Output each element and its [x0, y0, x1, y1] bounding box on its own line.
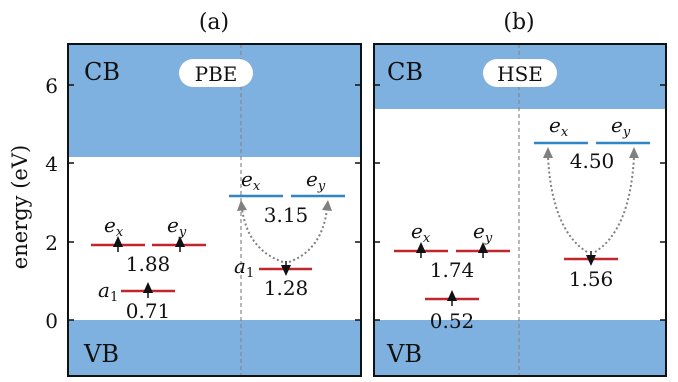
- panel-a-ex-up-orbital: e: [104, 213, 116, 237]
- panel-b-ey-down-orbital: e: [611, 113, 623, 137]
- panel-b-ey-up-label: ey: [473, 219, 493, 246]
- panel-a-cb-label: CB: [84, 58, 120, 86]
- y-axis-label: energy (eV): [8, 145, 32, 269]
- panel-b-ey-down-label: ey: [611, 113, 631, 140]
- panel-b-ex-up-orbital: e: [411, 219, 423, 243]
- panel-a-value-1.28: 1.28: [264, 276, 309, 300]
- panel-a-value-0.71: 0.71: [126, 299, 171, 323]
- panel-b-transition-to-ex: [547, 156, 588, 253]
- panel-b: CB VB HSE ex ey 1.74 0.52 ex ey 4.50: [373, 43, 667, 377]
- panel-a-electron-up-ey: [175, 236, 185, 252]
- panel-a-ey-down-sub: y: [317, 179, 326, 194]
- panel-b-ey-up-sub: y: [484, 231, 493, 246]
- panel-b-electron-up-ex: [416, 242, 426, 258]
- panel-a-a1-up-orbital: a: [98, 278, 110, 302]
- panel-a-ex-down-orbital: e: [241, 167, 253, 191]
- panel-a-ex-up-sub: x: [116, 225, 124, 240]
- panel-a-electron-up-ex: [113, 236, 123, 252]
- panel-a-ey-down-label: ey: [306, 167, 326, 194]
- panel-b-tag: (b): [503, 10, 534, 35]
- y-tick-label-2: 2: [45, 231, 58, 255]
- panel-b-electron-up-low: [447, 290, 457, 306]
- panel-b-ex-down-sub: x: [561, 125, 569, 140]
- panel-b-transition-head-ex: [543, 147, 553, 158]
- panel-a-transition-arrows: [241, 208, 328, 263]
- panel-a-vb-label: VB: [83, 340, 119, 368]
- panel-b-ey-up-orbital: e: [473, 219, 485, 243]
- panel-b-ex-up-label: ex: [411, 219, 431, 246]
- panel-a-ey-up-orbital: e: [167, 213, 179, 237]
- panel-b-electron-down-low: [586, 251, 596, 266]
- panel-b-value-1.56: 1.56: [569, 267, 614, 291]
- panel-b-electron-up-ey: [478, 242, 488, 258]
- panel-b-method-badge: [483, 59, 557, 87]
- panel-a-transition-head-ex: [237, 200, 247, 211]
- panel-a-ey-up-label: ey: [167, 213, 187, 240]
- panel-a-tag: (a): [199, 10, 229, 35]
- panel-a-ex-up-label: ex: [104, 213, 124, 240]
- panel-a-a1-down-label: a1: [234, 254, 254, 281]
- panel-a-electron-up-a1: [143, 282, 153, 298]
- y-tick-label-4: 4: [45, 152, 58, 176]
- panel-b-transition-head-ey: [629, 147, 639, 158]
- panel-a-frame: [67, 43, 362, 377]
- panel-a-value-1.88: 1.88: [126, 252, 171, 276]
- panel-a-transition-to-ey: [288, 208, 328, 263]
- panel-b-ex-up-sub: x: [423, 231, 431, 246]
- panel-a-transition-to-ex: [241, 208, 284, 263]
- y-tick-label-6: 6: [45, 74, 58, 98]
- panel-b-ex-down-label: ex: [549, 113, 569, 140]
- panel-b-vb-label: VB: [386, 340, 422, 368]
- panel-a-a1-up-sub: 1: [110, 290, 118, 305]
- panel-a-ey-up-sub: y: [178, 225, 187, 240]
- panel-b-value-1.74: 1.74: [430, 258, 475, 282]
- panel-b-vb-band: [374, 320, 666, 376]
- panel-b-transition-to-ey: [594, 156, 635, 253]
- panel-a-a1-down-orbital: a: [234, 254, 246, 278]
- panel-b-value-4.50: 4.50: [570, 149, 615, 173]
- panel-a-a1-down-sub: 1: [246, 266, 254, 281]
- panel-a-ex-down-label: ex: [241, 167, 261, 194]
- panel-b-transition-arrows: [547, 156, 635, 253]
- panel-a-method-label: PBE: [195, 62, 238, 86]
- panel-a-transition-head-ey: [322, 200, 332, 211]
- panel-b-frame: [373, 43, 667, 377]
- panel-b-method-label: HSE: [497, 62, 543, 86]
- y-tick-label-0: 0: [45, 309, 58, 333]
- panel-b-ex-down-orbital: e: [549, 113, 561, 137]
- panel-a-value-3.15: 3.15: [264, 203, 309, 227]
- panel-a-a1-up-label: a1: [98, 278, 118, 305]
- panel-a-method-badge: [179, 59, 253, 87]
- panel-a-ey-down-orbital: e: [306, 167, 318, 191]
- panel-b-value-0.52: 0.52: [430, 309, 475, 333]
- panel-a: CB VB PBE ex ey a1 1.88 0.71 ex ey: [67, 43, 362, 377]
- panel-a-electron-down-a1: [281, 261, 291, 276]
- panel-b-cb-label: CB: [387, 58, 423, 86]
- panel-b-ey-down-sub: y: [622, 125, 631, 140]
- panel-a-ex-down-sub: x: [253, 179, 261, 194]
- panel-a-vb-band: [68, 320, 361, 376]
